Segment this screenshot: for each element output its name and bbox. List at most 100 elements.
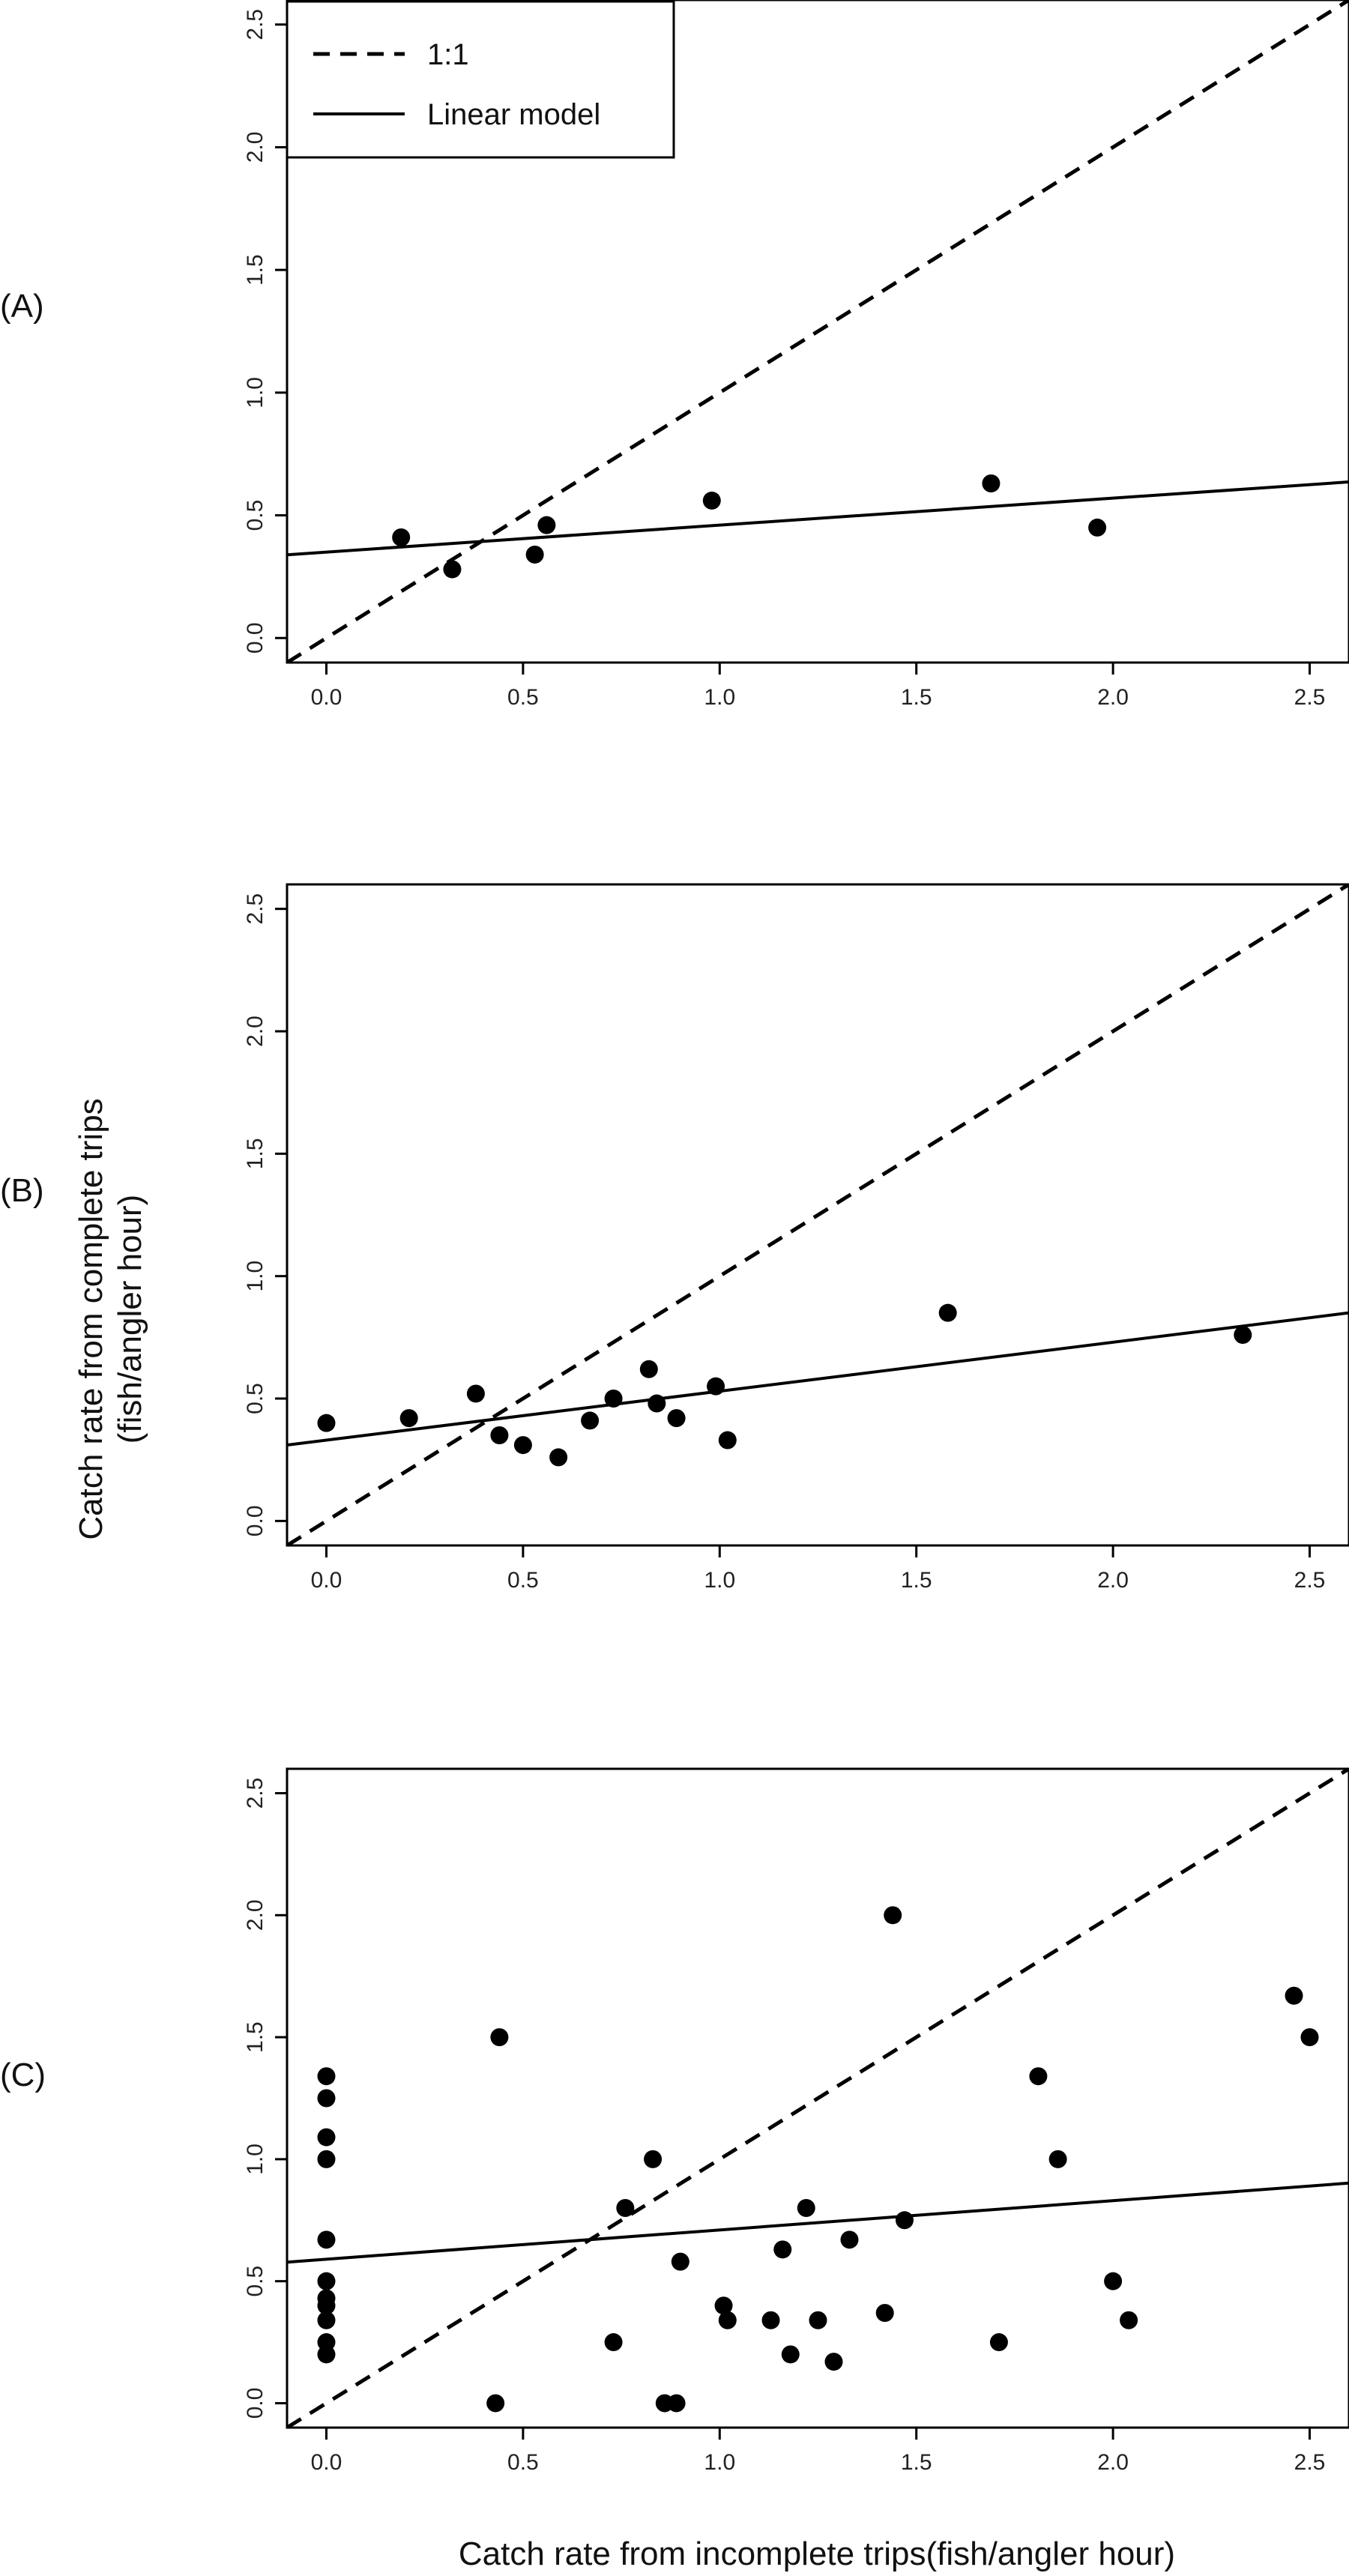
- data-point: [392, 528, 411, 547]
- data-point: [486, 2394, 505, 2413]
- x-tick-label: 1.5: [901, 2450, 932, 2475]
- x-tick-label: 0.0: [311, 1568, 342, 1593]
- y-tick-label: 1.0: [243, 2144, 268, 2175]
- x-tick-label: 1.5: [901, 1568, 932, 1593]
- data-point: [549, 1448, 568, 1467]
- data-point: [761, 2311, 780, 2329]
- data-point: [317, 1414, 336, 1432]
- data-point: [982, 474, 1001, 492]
- data-point: [317, 2128, 336, 2147]
- data-point: [1300, 2028, 1319, 2047]
- x-tick-label: 1.0: [704, 1568, 735, 1593]
- y-tick-label: 1.0: [243, 1261, 268, 1292]
- data-point: [773, 2240, 792, 2259]
- one-to-one-line: [287, 1769, 1349, 2428]
- data-point: [1234, 1326, 1252, 1345]
- y-tick-label: 2.5: [243, 893, 268, 925]
- panels: 0.0 0.5 1.0 1.5 2.0 2.5 0.0 0.5 1.0 1.5 2.0 2.5 (A) 0…: [0, 0, 1349, 2475]
- data-point: [718, 1431, 737, 1450]
- data-point: [525, 545, 544, 564]
- y-tick-label: 2.0: [243, 1016, 268, 1047]
- linear-model-line: [287, 2181, 1349, 2264]
- one-to-one-line: [287, 0, 1349, 663]
- panel-label: (B): [0, 1172, 44, 1209]
- data-point: [490, 1426, 509, 1444]
- linear-model-line: [287, 480, 1349, 557]
- data-point: [317, 2272, 336, 2290]
- data-point: [895, 2211, 914, 2230]
- legend: 1:1 Linear model: [286, 0, 675, 159]
- y-axis-title-line1: Catch rate from complete trips: [73, 1098, 109, 1539]
- data-point: [1029, 2067, 1048, 2086]
- one-to-one-line: [287, 884, 1349, 1545]
- y-tick-label: 0.5: [243, 1383, 268, 1414]
- x-tick-label: 2.5: [1294, 2450, 1326, 2475]
- x-tick-label: 2.0: [1097, 685, 1129, 710]
- data-point: [875, 2303, 894, 2322]
- y-tick-label: 0.5: [243, 2266, 268, 2297]
- data-point: [840, 2230, 859, 2249]
- data-point: [1120, 2311, 1138, 2329]
- y-tick-label: 2.0: [243, 132, 268, 163]
- data-point: [1048, 2150, 1067, 2168]
- y-tick-label: 2.5: [243, 9, 268, 40]
- legend-box: [286, 0, 675, 159]
- panel-lines: [287, 884, 1349, 1545]
- x-tick-label: 0.5: [507, 1568, 539, 1593]
- legend-entry-1-1: 1:1: [427, 38, 469, 71]
- panel-3: 0.0 0.5 1.0 1.5 2.0 2.5 0.0 0.5 1.0 1.5 2.0 2.5 (C): [0, 1767, 1349, 2475]
- panel-label: (C): [0, 2057, 46, 2093]
- data-point: [1104, 2272, 1123, 2290]
- data-point: [317, 2150, 336, 2168]
- data-point: [537, 516, 556, 534]
- data-point: [809, 2311, 827, 2329]
- x-tick-label: 2.5: [1294, 1568, 1326, 1593]
- data-point: [989, 2333, 1008, 2352]
- y-tick-label: 2.5: [243, 1778, 268, 1809]
- data-point: [824, 2353, 843, 2371]
- x-tick-label: 1.5: [901, 685, 932, 710]
- data-point: [317, 2089, 336, 2108]
- data-point: [781, 2345, 800, 2364]
- x-tick-label: 0.5: [507, 685, 539, 710]
- plot-frame: [286, 883, 1349, 1547]
- data-point: [581, 1411, 600, 1430]
- y-tick-label: 2.0: [243, 1899, 268, 1931]
- data-point: [317, 2296, 336, 2315]
- data-point: [616, 2199, 635, 2217]
- y-tick-label: 1.0: [243, 377, 268, 408]
- linear-model-line: [287, 1311, 1349, 1447]
- legend-entry-linear-model: Linear model: [427, 98, 600, 131]
- y-tick-label: 0.5: [243, 500, 268, 531]
- data-point: [604, 2333, 623, 2352]
- y-axis-title-line2: (fish/angler hour): [112, 1195, 148, 1444]
- data-point: [604, 1390, 623, 1408]
- x-tick-label: 0.0: [311, 2450, 342, 2475]
- data-point: [317, 2067, 336, 2086]
- x-tick-label: 1.0: [704, 2450, 735, 2475]
- panel-lines: [287, 1769, 1349, 2428]
- x-tick-label: 1.0: [704, 685, 735, 710]
- data-point: [317, 2230, 336, 2249]
- data-point: [714, 2296, 733, 2315]
- plot-frame: [286, 1767, 1349, 2429]
- data-point: [1285, 1986, 1303, 2005]
- panel-label: (A): [0, 288, 44, 325]
- data-point: [399, 1409, 418, 1428]
- data-point: [707, 1377, 725, 1396]
- y-tick-label: 0.0: [243, 1505, 268, 1536]
- data-point: [667, 2394, 686, 2413]
- data-point: [667, 1409, 686, 1428]
- data-point: [884, 1906, 902, 1925]
- x-tick-label: 0.5: [507, 2450, 539, 2475]
- x-axis-title: Catch rate from incomplete trips(fish/an…: [459, 2536, 1175, 2572]
- x-tick-label: 2.0: [1097, 1568, 1129, 1593]
- data-point: [317, 2311, 336, 2329]
- data-point: [639, 1360, 658, 1378]
- data-point: [490, 2028, 509, 2047]
- data-point: [797, 2199, 815, 2217]
- y-tick-label: 1.5: [243, 1138, 268, 1169]
- y-tick-label: 1.5: [243, 254, 268, 286]
- data-point: [938, 1303, 957, 1322]
